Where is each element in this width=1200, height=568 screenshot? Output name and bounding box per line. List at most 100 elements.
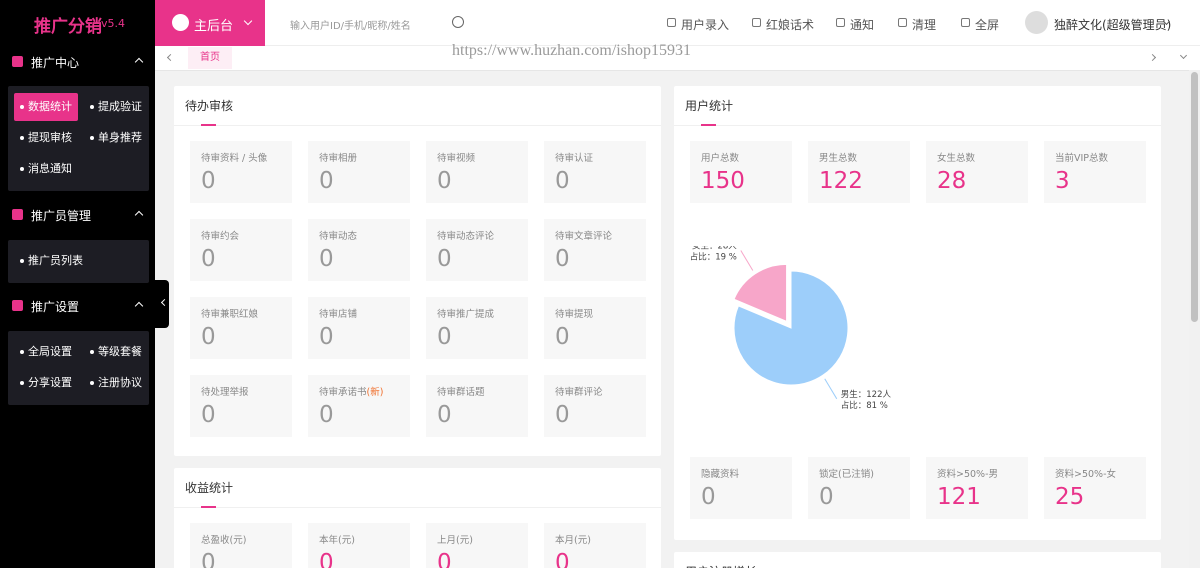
home-button[interactable]: 主后台: [155, 0, 265, 46]
stat-label: 待审群话题: [437, 387, 485, 398]
stat-card: 资料>50%-男 121: [926, 457, 1028, 519]
scroll-thumb[interactable]: [1191, 72, 1198, 322]
dot: [20, 105, 24, 109]
stat-label: 待审群评论: [555, 387, 603, 398]
action[interactable]: 清理: [912, 18, 937, 32]
title-accent: [701, 124, 716, 126]
stat-card: 待审约会 0: [190, 219, 292, 281]
pie-slice: [733, 270, 849, 386]
stat-label: 待审视频: [437, 153, 476, 164]
dot: [90, 381, 94, 385]
stat-label: 待审相册: [319, 153, 358, 164]
stat-value: 0: [201, 246, 216, 272]
stat-card: 待审承诺书(新) 0: [308, 375, 410, 437]
stat-value: 150: [701, 168, 745, 194]
avatar: [1025, 11, 1048, 34]
stat-label: 待审动态: [319, 231, 358, 242]
home-icon: [172, 14, 189, 31]
stat-card: 待审群话题 0: [426, 375, 528, 437]
group-title[interactable]: 推广设置: [31, 300, 80, 314]
tab[interactable]: 首页: [188, 47, 232, 69]
stat-card: 待审推广提成 0: [426, 297, 528, 359]
menu-item[interactable]: 消息通知: [14, 155, 78, 183]
brand: 推广分销: [34, 17, 102, 37]
menu-item[interactable]: 推广员列表: [14, 247, 89, 275]
menu-item[interactable]: 提现审核: [14, 124, 78, 152]
stat-card: 待审资料 / 头像 0: [190, 141, 292, 203]
stat-card: 待审相册 0: [308, 141, 410, 203]
stat-card: 待审店铺 0: [308, 297, 410, 359]
stat-card: 待审提现 0: [544, 297, 646, 359]
panel: 待办审核 待审资料 / 头像 0 待审相册 0 待审视频 0 待审认证 0 待审约会 0 待审动态 0 待…: [174, 86, 661, 456]
pie-slice: [733, 263, 788, 323]
menu-item[interactable]: 单身推荐: [84, 124, 148, 152]
stat-label: 女生总数: [937, 153, 976, 164]
stat-label: 待审资料 / 头像: [201, 153, 268, 164]
stat-card: 待审动态评论 0: [426, 219, 528, 281]
stat-value: 0: [201, 324, 216, 350]
stat-label: 待审承诺书(新): [319, 387, 384, 398]
chevron: [134, 210, 144, 220]
group-title[interactable]: 推广员管理: [31, 209, 92, 223]
dot: [90, 350, 94, 354]
title-accent: [201, 124, 216, 126]
leader-line: [740, 250, 754, 271]
stat-value: 0: [555, 402, 570, 428]
stat-value: 121: [937, 484, 981, 510]
panel-title: 用户注册增长: [685, 563, 757, 568]
panel: 用户统计 用户总数 150 男生总数 122 女生总数 28 当前VIP总数 3 隐藏资料 0 锁定(…: [674, 86, 1161, 540]
pie-label: 占比：19 %: [690, 252, 737, 263]
stat-label: 待审认证: [555, 153, 594, 164]
pie-label: 女生：28人: [692, 246, 737, 252]
stat-value: 0: [819, 484, 834, 510]
menu-item[interactable]: 全局设置: [14, 338, 78, 366]
stat-value: 0: [555, 246, 570, 272]
chevron: [134, 57, 144, 67]
action[interactable]: 红娘话术: [766, 18, 815, 32]
pie-label: 男生：122人: [841, 389, 892, 400]
stat-card: 待审认证 0: [544, 141, 646, 203]
stat-card: 隐藏资料 0: [690, 457, 792, 519]
stat-label: 上月(元): [437, 535, 473, 546]
stat-label: 待审店铺: [319, 309, 358, 320]
menu-item[interactable]: 提成验证: [84, 93, 148, 121]
group-icon: [12, 209, 23, 220]
action-icon: [752, 18, 761, 27]
stat-value: 0: [437, 402, 452, 428]
pie-label: 占比：81 %: [841, 400, 888, 411]
stat-value: 0: [437, 324, 452, 350]
menu-box: 全局设置 等级套餐 分享设置 注册协议: [8, 331, 149, 405]
user-name[interactable]: 独醉文化(超级管理员): [1054, 18, 1172, 32]
group-title[interactable]: 推广中心: [31, 56, 80, 70]
dot: [20, 381, 24, 385]
search-icon[interactable]: [452, 16, 464, 28]
stat-card: 本月(元) 0: [544, 523, 646, 568]
menu-item[interactable]: 等级套餐: [84, 338, 148, 366]
stat-label: 锁定(已注销): [819, 469, 874, 480]
watermark: https://www.huzhan.com/ishop15931: [452, 42, 691, 59]
group-icon: [12, 56, 23, 67]
stat-card: 待审动态 0: [308, 219, 410, 281]
action-icon: [961, 18, 970, 27]
menu-item[interactable]: 数据统计: [14, 93, 78, 121]
dot: [20, 136, 24, 140]
action[interactable]: 全屏: [975, 18, 1000, 32]
stat-value: 0: [437, 550, 452, 568]
stat-label: 待审文章评论: [555, 231, 613, 242]
home-label: 主后台: [194, 19, 234, 34]
menu-item[interactable]: 分享设置: [14, 369, 78, 397]
stat-card: 上月(元) 0: [426, 523, 528, 568]
stat-card: 女生总数 28: [926, 141, 1028, 203]
stat-card: 待审兼职红娘 0: [190, 297, 292, 359]
collapse-tab[interactable]: [155, 280, 169, 328]
action[interactable]: 用户录入: [681, 18, 730, 32]
stat-card: 男生总数 122: [808, 141, 910, 203]
panel-divider: [674, 125, 1161, 126]
menu-item[interactable]: 注册协议: [84, 369, 148, 397]
action[interactable]: 通知: [850, 18, 875, 32]
stat-value: 0: [555, 168, 570, 194]
search-input[interactable]: 输入用户ID/手机/昵称/姓名: [290, 21, 411, 32]
stat-value: 0: [319, 324, 334, 350]
dot: [90, 136, 94, 140]
